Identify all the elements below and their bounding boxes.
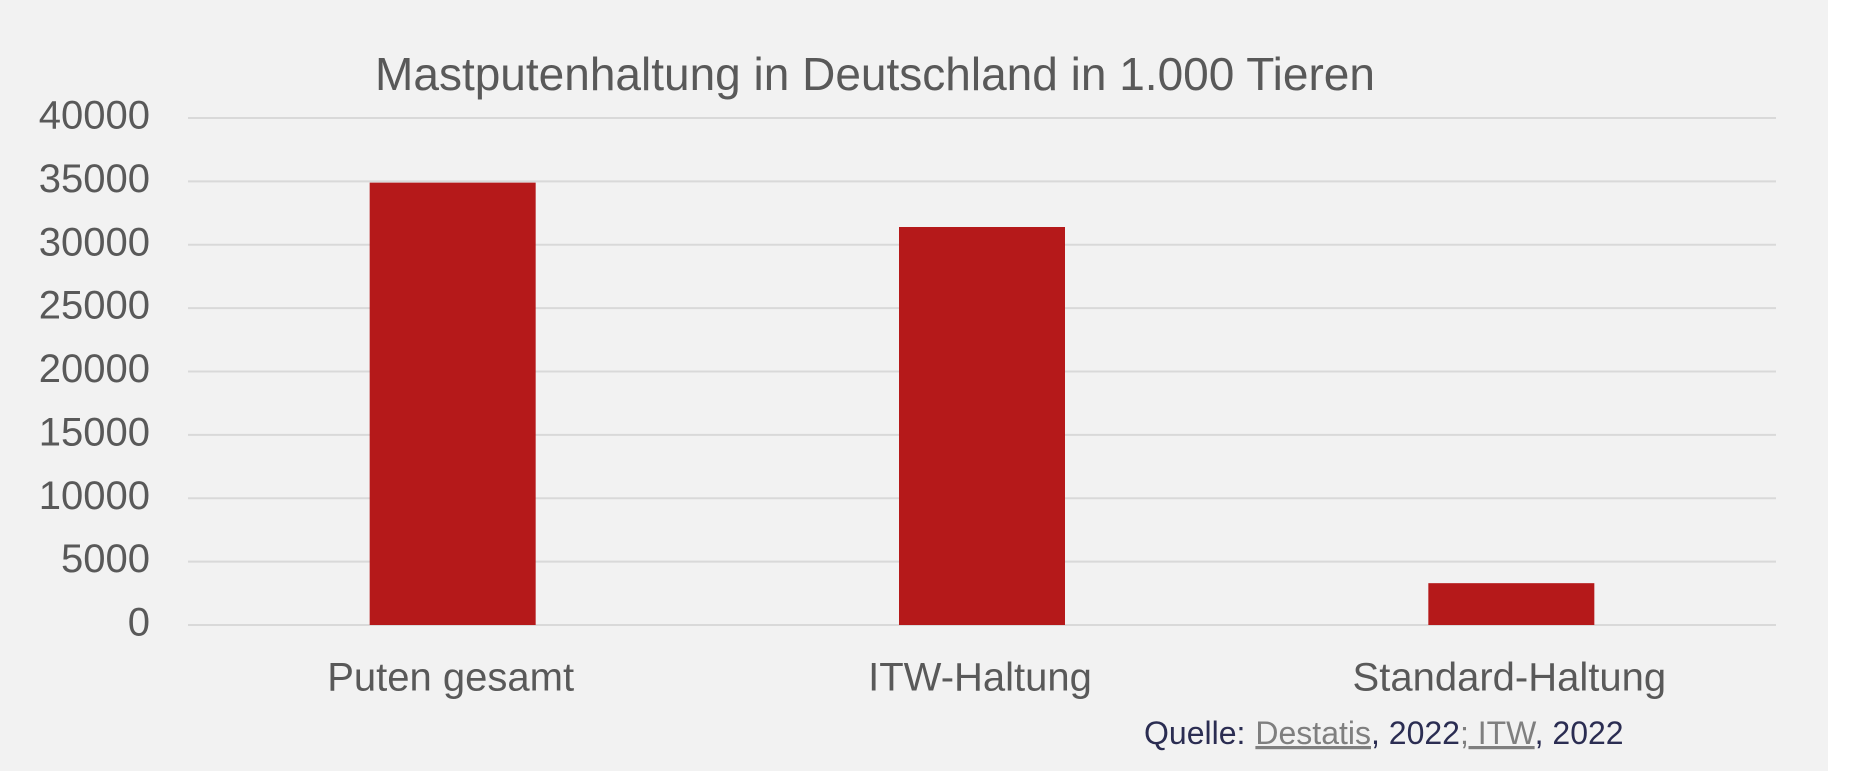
y-tick-label: 25000 — [39, 284, 150, 328]
y-tick-label: 20000 — [39, 347, 150, 391]
x-tick-label: ITW-Haltung — [868, 656, 1092, 700]
source-link[interactable]: ; ITW — [1460, 715, 1537, 751]
bar — [1428, 583, 1595, 625]
y-tick-label: 0 — [128, 601, 150, 645]
bar — [899, 227, 1065, 625]
y-tick-label: 5000 — [61, 537, 150, 581]
bar — [369, 182, 536, 625]
source-year: , 2022 — [1371, 715, 1460, 751]
y-tick-label: 35000 — [39, 157, 150, 201]
source-link[interactable]: Destatis — [1255, 715, 1371, 751]
y-tick-label: 40000 — [39, 94, 150, 138]
y-tick-label: 10000 — [39, 474, 150, 518]
x-tick-label: Standard-Haltung — [1353, 656, 1667, 700]
source-year: , 2022 — [1535, 715, 1624, 751]
chart-title: Mastputenhaltung in Deutschland in 1.000… — [375, 48, 1375, 100]
y-tick-label: 15000 — [39, 410, 150, 454]
y-tick-label: 30000 — [39, 220, 150, 264]
x-tick-label: Puten gesamt — [327, 656, 574, 700]
source-note: Quelle: Destatis, 2022; ITW, 2022 — [1144, 715, 1624, 751]
source-label: Quelle: — [1144, 715, 1245, 751]
